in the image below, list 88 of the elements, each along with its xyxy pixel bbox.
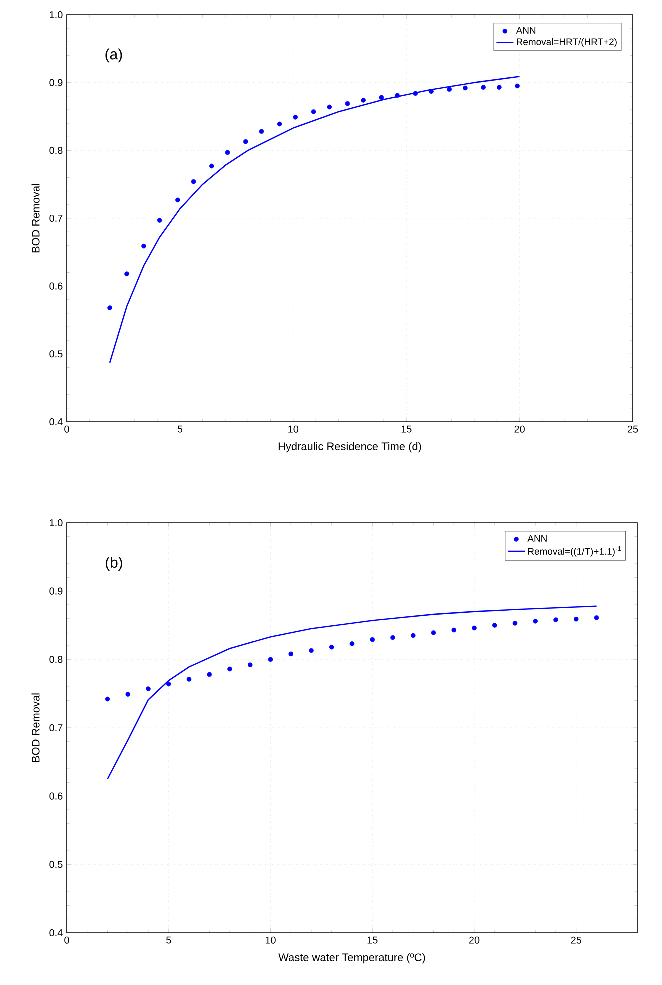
line-series xyxy=(109,76,520,364)
point xyxy=(293,115,298,120)
point xyxy=(361,98,366,103)
x-tick-label: 25 xyxy=(628,426,638,433)
line-series xyxy=(107,606,598,780)
x-tick-label: 15 xyxy=(402,426,412,433)
point xyxy=(108,306,112,310)
point xyxy=(157,218,162,223)
annotation: (a) xyxy=(106,48,122,63)
point xyxy=(395,93,400,98)
legend-label: Removal=HRT/(HRT+2) xyxy=(517,38,617,48)
point xyxy=(207,672,212,678)
point xyxy=(329,644,334,650)
point xyxy=(463,86,468,91)
point xyxy=(126,692,131,697)
point xyxy=(497,85,502,90)
point xyxy=(472,626,477,631)
x-tick-label: 15 xyxy=(368,936,378,944)
x-tick-label: 20 xyxy=(514,426,525,433)
point xyxy=(124,272,130,277)
point xyxy=(146,686,151,692)
point xyxy=(288,652,294,657)
point xyxy=(574,616,579,622)
point xyxy=(370,637,376,642)
point xyxy=(350,642,355,646)
x-tick-label: 20 xyxy=(469,936,480,944)
point xyxy=(243,139,248,144)
y-tick-label: 0.7 xyxy=(50,724,63,732)
point xyxy=(452,628,457,633)
legend-label: ANN xyxy=(516,27,536,34)
point xyxy=(390,635,396,640)
y-tick-label: 0.5 xyxy=(50,861,63,868)
y-tick-label: 1.0 xyxy=(50,11,63,19)
x-tick-label: 0 xyxy=(64,936,70,944)
x-tick-label: 5 xyxy=(166,936,172,944)
point xyxy=(191,179,196,184)
y-tick-label: 0.5 xyxy=(50,350,63,358)
point xyxy=(248,662,253,668)
point xyxy=(431,630,436,636)
annotation: (b) xyxy=(106,557,122,571)
point xyxy=(554,618,558,622)
y-axis-title: BOD Removal xyxy=(32,184,40,253)
point xyxy=(311,110,316,114)
point xyxy=(209,164,214,169)
y-axis-title: BOD Removal xyxy=(32,694,40,762)
point xyxy=(429,89,434,94)
legend-label: ANN xyxy=(528,535,547,542)
point xyxy=(327,104,332,110)
point xyxy=(447,87,452,92)
y-tick-label: 0.4 xyxy=(50,929,63,937)
point xyxy=(410,633,416,638)
y-tick-label: 0.6 xyxy=(50,792,63,800)
point xyxy=(512,621,518,626)
x-tick-label: 5 xyxy=(178,426,183,433)
point xyxy=(259,129,264,134)
point xyxy=(228,666,232,672)
y-tick-label: 0.8 xyxy=(50,656,63,664)
point xyxy=(492,623,498,628)
point xyxy=(413,91,418,96)
point xyxy=(176,198,180,203)
y-tick-label: 0.9 xyxy=(50,588,63,595)
point xyxy=(166,682,172,687)
point xyxy=(345,101,350,106)
y-tick-label: 0.4 xyxy=(50,418,63,426)
y-tick-label: 0.9 xyxy=(50,79,63,86)
point xyxy=(105,696,110,702)
y-tick-label: 0.8 xyxy=(50,147,63,154)
y-tick-label: 1.0 xyxy=(50,519,63,527)
y-tick-label: 0.7 xyxy=(50,214,63,222)
y-tick-label: 0.6 xyxy=(50,282,63,290)
point xyxy=(481,85,486,90)
x-axis-title: Waste water Temperature (ºC) xyxy=(278,953,426,964)
point xyxy=(379,95,384,100)
x-tick-label: 0 xyxy=(64,426,70,433)
x-tick-label: 10 xyxy=(288,426,299,433)
x-tick-label: 10 xyxy=(266,936,276,944)
point xyxy=(142,244,146,249)
point xyxy=(533,618,538,624)
point xyxy=(515,84,520,89)
point xyxy=(594,616,600,620)
x-tick-label: 25 xyxy=(571,936,582,944)
legend-label: Removal=((1/T)+1.1)$^{-1}$ xyxy=(528,546,622,557)
point xyxy=(186,677,192,682)
point xyxy=(277,122,282,127)
point xyxy=(268,657,274,662)
x-axis-title: Hydraulic Residence Time (d) xyxy=(278,442,422,453)
point xyxy=(225,150,230,156)
point xyxy=(309,648,314,654)
